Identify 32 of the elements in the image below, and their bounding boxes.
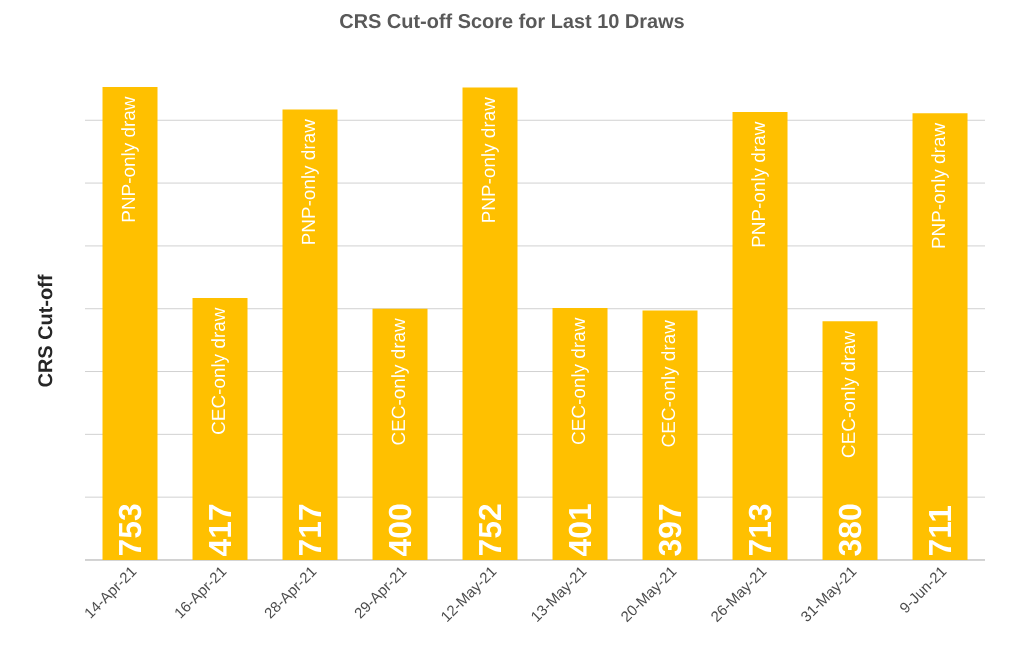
annotation: CEC-only draw: [391, 318, 409, 445]
bar: [642, 310, 698, 560]
bar: [552, 308, 608, 560]
data-label: 753: [118, 504, 142, 556]
data-label: 400: [388, 504, 412, 556]
bar: [282, 109, 338, 560]
bar: [462, 87, 518, 560]
data-label: 401: [568, 504, 592, 556]
bar: [732, 112, 788, 560]
y-axis-title: CRS Cut-off: [37, 274, 53, 387]
data-label: 380: [838, 504, 862, 556]
data-label: 713: [748, 504, 772, 556]
annotation: PNP-only draw: [121, 96, 139, 222]
data-label: 397: [658, 504, 682, 556]
data-label: 711: [929, 505, 951, 556]
annotation: CEC-only draw: [211, 307, 229, 434]
bar: [372, 308, 428, 560]
annotation: PNP-only draw: [301, 119, 319, 244]
data-label: 417: [209, 504, 231, 556]
annotation: PNP-only draw: [751, 121, 769, 247]
bar: [912, 113, 968, 560]
annotation: CEC-only draw: [661, 320, 679, 447]
annotation: PNP-only draw: [931, 122, 949, 248]
annotation: CEC-only draw: [841, 330, 859, 458]
bar: [192, 298, 248, 560]
annotation: PNP-only draw: [481, 97, 499, 222]
annotation: CEC-only draw: [571, 317, 589, 444]
data-label: 752: [478, 504, 502, 556]
chart-title: CRS Cut-off Score for Last 10 Draws: [340, 13, 684, 29]
data-label: 717: [299, 504, 321, 556]
bar: [822, 321, 878, 560]
bar: [102, 86, 158, 560]
